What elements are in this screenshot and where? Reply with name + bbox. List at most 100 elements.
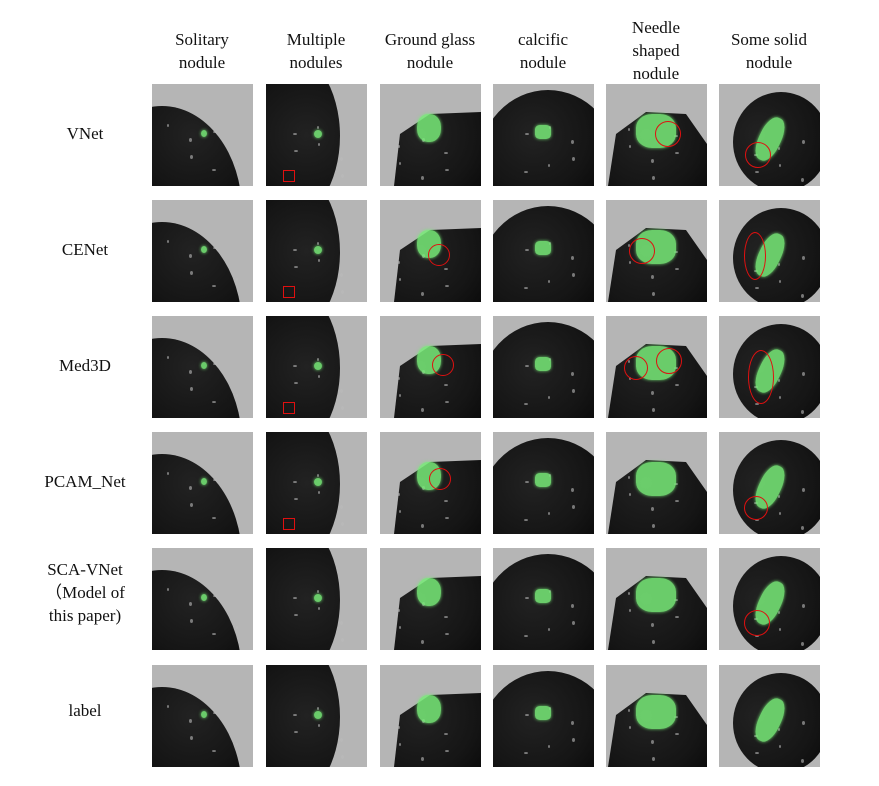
- ct-image: [152, 316, 253, 418]
- vessel: [213, 131, 217, 133]
- vessel: [236, 278, 238, 281]
- ct-image: [380, 432, 481, 534]
- vessel: [548, 396, 550, 399]
- nodule-segmentation: [314, 246, 322, 254]
- vessel: [652, 176, 655, 180]
- ct-image: [493, 432, 594, 534]
- nodule-segmentation: [535, 357, 551, 371]
- vessel: [444, 616, 448, 618]
- column-header-line: nodule: [745, 53, 793, 72]
- vessel: [340, 738, 343, 742]
- vessel: [548, 512, 550, 515]
- row-label: label: [20, 699, 150, 722]
- vessel: [293, 597, 297, 599]
- vessel: [628, 592, 630, 595]
- vessel: [444, 384, 448, 386]
- ct-image: [719, 665, 820, 767]
- vessel: [778, 263, 780, 266]
- vessel: [445, 285, 449, 287]
- error-circle: [432, 354, 454, 376]
- error-circle: [748, 350, 774, 404]
- vessel: [190, 503, 193, 507]
- nodule-segmentation: [201, 362, 207, 369]
- vessel: [189, 254, 192, 258]
- ct-image: [493, 665, 594, 767]
- vessel: [340, 505, 343, 509]
- ct-image: [152, 665, 253, 767]
- vessel: [674, 483, 678, 485]
- row-label: CENet: [20, 238, 150, 261]
- column-header-line: nodules: [289, 53, 343, 72]
- error-circle: [624, 356, 648, 380]
- row-label-line: SCA-VNet: [47, 560, 123, 579]
- row-label: SCA-VNet （Model of this paper): [20, 558, 150, 627]
- vessel: [779, 396, 781, 399]
- vessel: [189, 138, 192, 142]
- nodule-segmentation: [535, 706, 551, 720]
- ct-image: [606, 316, 707, 418]
- vessel: [524, 403, 528, 405]
- vessel: [444, 268, 448, 270]
- vessel: [524, 519, 528, 521]
- row-label-line: Med3D: [59, 356, 111, 375]
- column-header-line: calcific: [517, 30, 568, 49]
- ct-image: [493, 84, 594, 186]
- ct-image: [152, 548, 253, 650]
- vessel: [571, 721, 574, 725]
- vessel: [802, 256, 805, 260]
- vessel: [212, 401, 216, 403]
- vessel: [340, 273, 343, 277]
- vessel: [572, 621, 575, 625]
- vessel: [399, 278, 401, 281]
- vessel: [444, 152, 448, 154]
- vessel: [445, 750, 449, 752]
- nodule-segmentation: [636, 695, 676, 729]
- ct-image: [719, 84, 820, 186]
- vessel: [779, 512, 781, 515]
- vessel: [318, 259, 320, 262]
- vessel: [317, 126, 319, 129]
- vessel: [651, 275, 654, 279]
- vessel: [755, 171, 759, 173]
- vessel: [629, 261, 631, 264]
- vessel: [779, 745, 781, 748]
- vessel: [571, 488, 574, 492]
- vessel: [651, 740, 654, 744]
- vessel: [572, 157, 575, 161]
- vessel: [675, 384, 679, 386]
- vessel: [421, 640, 424, 644]
- column-header-line: nodule: [178, 53, 226, 72]
- lung-region: [266, 432, 340, 534]
- ct-image: [606, 665, 707, 767]
- vessel: [674, 599, 678, 601]
- vessel: [294, 382, 298, 384]
- vessel: [445, 169, 449, 171]
- vessel: [341, 638, 344, 642]
- nodule-segmentation: [201, 478, 207, 485]
- ct-image: [606, 432, 707, 534]
- nodule-segmentation: [314, 711, 322, 719]
- vessel: [629, 493, 631, 496]
- vessel: [236, 626, 238, 629]
- column-header: Some solid nodule: [709, 28, 829, 74]
- vessel: [801, 294, 804, 298]
- vessel: [651, 159, 654, 163]
- ct-image: [152, 84, 253, 186]
- vessel: [525, 481, 529, 483]
- vessel: [340, 157, 343, 161]
- ct-image: [266, 84, 367, 186]
- nodule-segmentation: [314, 594, 322, 602]
- vessel: [652, 640, 655, 644]
- vessel: [317, 358, 319, 361]
- vessel: [212, 633, 216, 635]
- vessel: [628, 709, 630, 712]
- vessel: [801, 526, 804, 530]
- column-header-line: nodule: [632, 64, 680, 83]
- vessel: [189, 486, 192, 490]
- row-label-line: （Model of: [45, 583, 125, 602]
- vessel: [236, 510, 238, 513]
- ct-image: [606, 84, 707, 186]
- vessel: [317, 707, 319, 710]
- vessel: [572, 389, 575, 393]
- vessel: [525, 365, 529, 367]
